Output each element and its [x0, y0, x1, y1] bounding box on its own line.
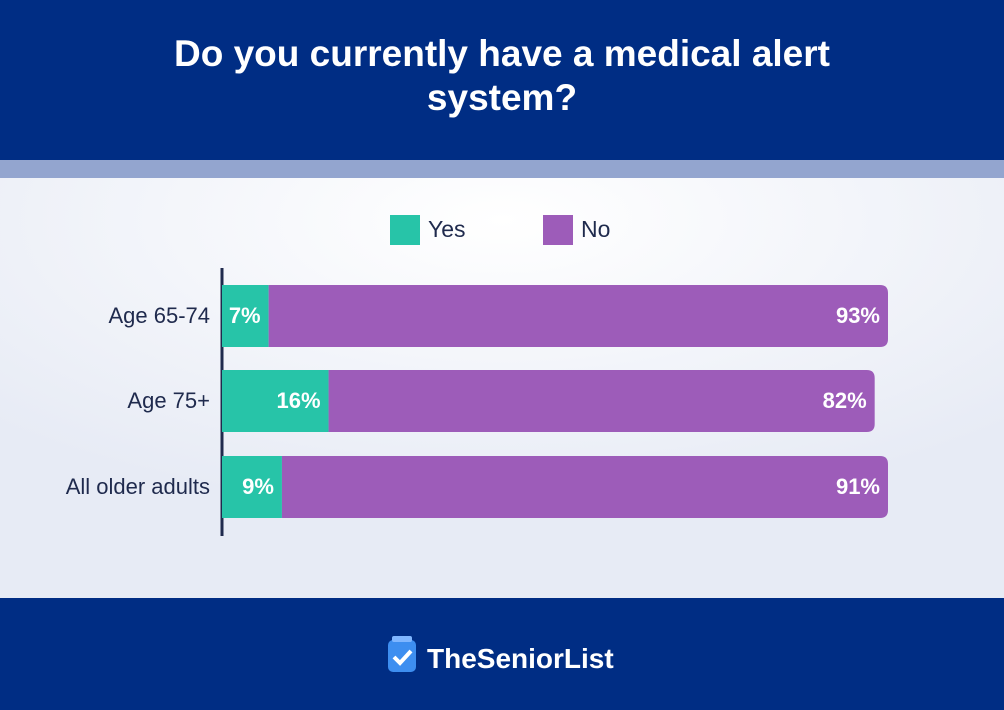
value-label: 7% [229, 303, 261, 328]
value-label: 9% [242, 474, 274, 499]
bar-segment [328, 370, 875, 432]
header-stripe [0, 160, 1004, 178]
legend-swatch [543, 215, 573, 245]
legend-swatch [390, 215, 420, 245]
footer-bg [0, 598, 1004, 710]
value-label: 91% [836, 474, 880, 499]
bar-segment [222, 285, 269, 347]
chart-title: Do you currently have a medical alert sy… [174, 33, 830, 118]
category-label: All older adults [65, 474, 210, 499]
category-label: Age 75+ [127, 388, 210, 413]
legend-label: No [581, 216, 610, 242]
header-bg [0, 0, 1004, 160]
category-label: Age 65-74 [108, 303, 210, 328]
bar-segment [281, 456, 888, 518]
bar-segment [222, 456, 282, 518]
brand: TheSeniorList [427, 643, 614, 674]
value-label: 16% [277, 388, 321, 413]
logo-icon [388, 636, 416, 672]
legend-label: Yes [428, 216, 466, 242]
value-label: 93% [836, 303, 880, 328]
bar-segment [268, 285, 888, 347]
value-label: 82% [823, 388, 867, 413]
bar-segment [222, 370, 329, 432]
